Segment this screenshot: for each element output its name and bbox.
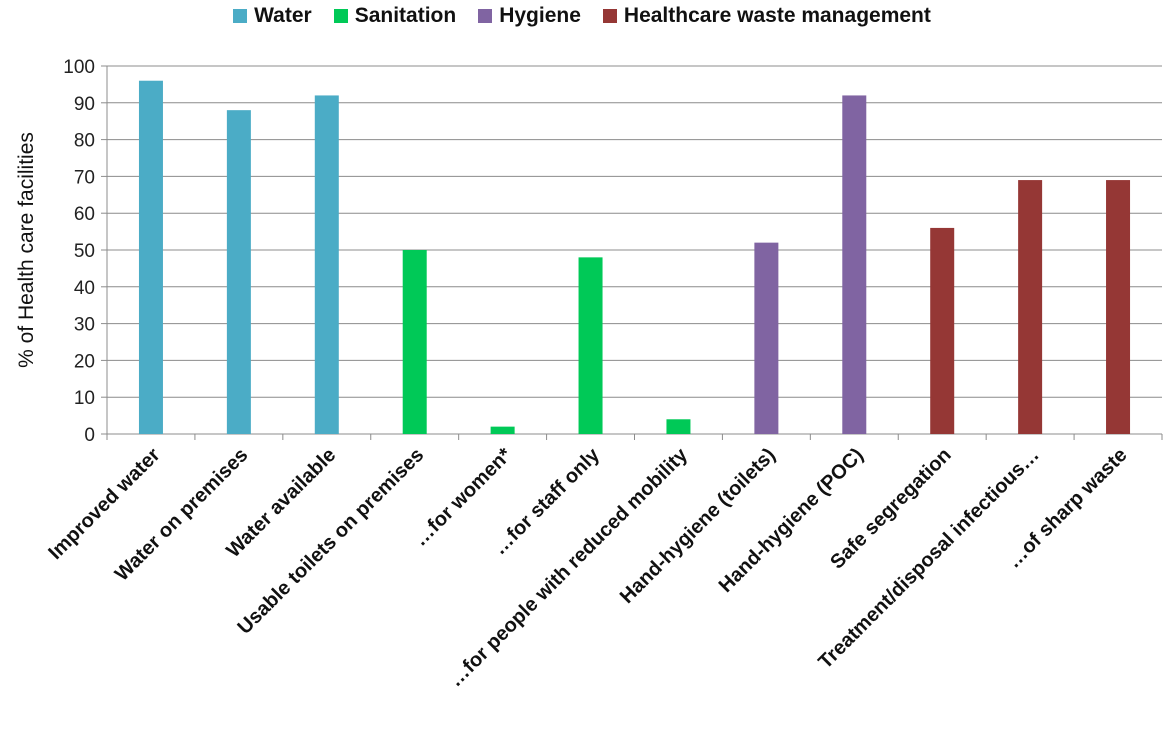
bar (402, 250, 427, 434)
bar (578, 257, 603, 434)
bar (666, 419, 691, 434)
y-tick-label: 60 (74, 204, 95, 225)
x-tick-label: Hand-hygiene (toilets) (616, 444, 780, 608)
y-tick-label: 40 (74, 278, 95, 299)
legend-item: Hygiene (478, 4, 581, 28)
legend-item: Healthcare waste management (602, 4, 931, 28)
y-tick-label: 100 (63, 57, 95, 78)
y-tick-label: 50 (74, 241, 95, 262)
legend-item: Water (233, 4, 312, 28)
bar (842, 95, 867, 434)
x-tick-label: Usable toilets on premises (233, 444, 428, 639)
legend-swatch (233, 9, 248, 23)
y-axis-title: % of Health care facilities (15, 132, 38, 368)
y-tick-label: 70 (74, 167, 95, 188)
bar (490, 426, 515, 434)
bar (1106, 180, 1131, 434)
legend-label: Hygiene (499, 4, 581, 27)
y-tick-label: 10 (74, 388, 95, 409)
legend-label: Water (254, 4, 312, 27)
bar (138, 80, 163, 434)
legend-item: Sanitation (333, 4, 457, 28)
legend-swatch (478, 9, 493, 23)
bar (226, 110, 251, 434)
legend-label: Healthcare waste management (623, 4, 931, 27)
x-tick-label: Hand-hygiene (POC) (715, 444, 868, 597)
bar (314, 95, 339, 434)
y-tick-label: 0 (84, 425, 95, 446)
y-tick-label: 30 (74, 315, 95, 336)
bar (930, 227, 955, 434)
bar (754, 242, 779, 434)
bar (1018, 180, 1043, 434)
legend-label: Sanitation (354, 4, 457, 27)
y-tick-label: 80 (74, 131, 95, 152)
legend-swatch (602, 9, 617, 23)
y-tick-label: 90 (74, 94, 95, 115)
chart-legend: Water Sanitation Hygiene Healthcare waste m… (0, 4, 1164, 28)
y-tick-label: 20 (74, 351, 95, 372)
legend-swatch (333, 9, 348, 23)
